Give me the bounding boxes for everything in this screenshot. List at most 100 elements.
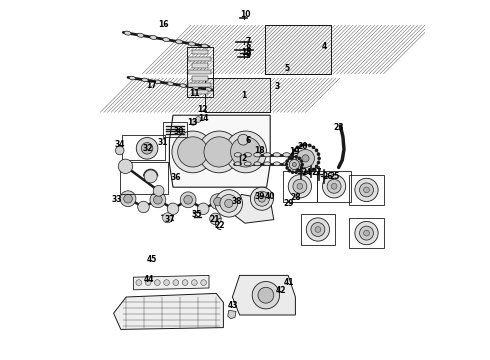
Text: 35: 35 [191,210,201,219]
Circle shape [224,201,236,213]
Circle shape [288,169,291,172]
Ellipse shape [254,162,261,166]
Circle shape [291,170,294,174]
Text: 24: 24 [301,168,312,177]
Circle shape [308,170,312,173]
Bar [205,78,270,112]
Polygon shape [228,310,236,319]
Circle shape [315,149,318,152]
Text: 1: 1 [242,91,247,100]
Circle shape [306,218,330,241]
Ellipse shape [205,87,212,91]
Circle shape [355,221,378,245]
Text: 28: 28 [290,194,301,202]
Polygon shape [189,83,211,87]
Polygon shape [192,76,208,81]
Circle shape [294,170,298,174]
Circle shape [297,157,301,160]
Text: 42: 42 [276,286,286,295]
Ellipse shape [283,162,290,166]
Circle shape [295,145,299,149]
Text: 22: 22 [215,221,225,230]
Circle shape [300,159,303,163]
Text: 18: 18 [254,146,265,155]
Circle shape [120,191,136,207]
Text: 27: 27 [312,168,322,177]
Circle shape [180,192,196,208]
Circle shape [295,168,299,171]
Text: 14: 14 [198,114,209,123]
Circle shape [196,117,201,122]
Polygon shape [189,70,211,74]
Circle shape [192,280,197,285]
Circle shape [167,203,179,215]
Circle shape [293,149,296,152]
Ellipse shape [150,35,157,40]
Circle shape [331,183,337,189]
Circle shape [172,131,214,173]
Ellipse shape [283,153,290,157]
Ellipse shape [124,31,131,35]
Text: 20: 20 [297,143,308,152]
Text: 36: 36 [171,173,181,181]
Ellipse shape [273,162,280,166]
Circle shape [355,178,378,202]
Ellipse shape [254,153,261,157]
Text: 8: 8 [245,44,250,53]
Circle shape [225,131,267,173]
Circle shape [308,144,312,147]
Circle shape [317,152,320,156]
Circle shape [184,195,193,204]
Circle shape [304,143,307,147]
Ellipse shape [244,153,251,157]
Circle shape [182,280,188,285]
Text: 13: 13 [188,118,198,127]
Circle shape [299,144,303,147]
Text: 31: 31 [158,138,168,147]
Circle shape [293,179,307,193]
Circle shape [296,149,315,167]
Polygon shape [192,90,208,94]
Circle shape [215,190,243,217]
Circle shape [252,282,280,309]
Circle shape [304,170,307,174]
Text: 30: 30 [173,127,184,136]
Circle shape [360,183,373,197]
Circle shape [290,157,294,160]
Circle shape [291,155,294,159]
Ellipse shape [244,162,251,166]
Ellipse shape [163,37,170,42]
Circle shape [302,155,309,162]
Ellipse shape [137,33,144,37]
Circle shape [138,201,149,213]
Ellipse shape [193,86,199,89]
Text: 32: 32 [143,144,153,153]
Circle shape [210,194,226,210]
Ellipse shape [175,40,182,44]
Bar [265,25,331,74]
Text: 5: 5 [285,64,290,73]
Polygon shape [205,78,270,112]
Circle shape [300,166,303,170]
Circle shape [364,230,369,236]
Circle shape [285,159,289,163]
Text: 34: 34 [115,140,125,149]
Text: 19: 19 [290,147,300,156]
Text: 39: 39 [254,192,265,201]
Circle shape [123,194,132,203]
Circle shape [173,280,179,285]
Ellipse shape [264,162,270,166]
Circle shape [286,157,302,172]
Text: 43: 43 [227,301,238,310]
Circle shape [254,191,270,206]
Circle shape [231,137,261,167]
Text: 9: 9 [246,51,251,60]
Circle shape [118,159,133,174]
Ellipse shape [235,162,242,166]
Ellipse shape [129,76,135,80]
Ellipse shape [234,153,242,157]
Polygon shape [265,25,331,74]
Circle shape [360,226,373,240]
Circle shape [214,197,222,206]
Circle shape [164,280,170,285]
